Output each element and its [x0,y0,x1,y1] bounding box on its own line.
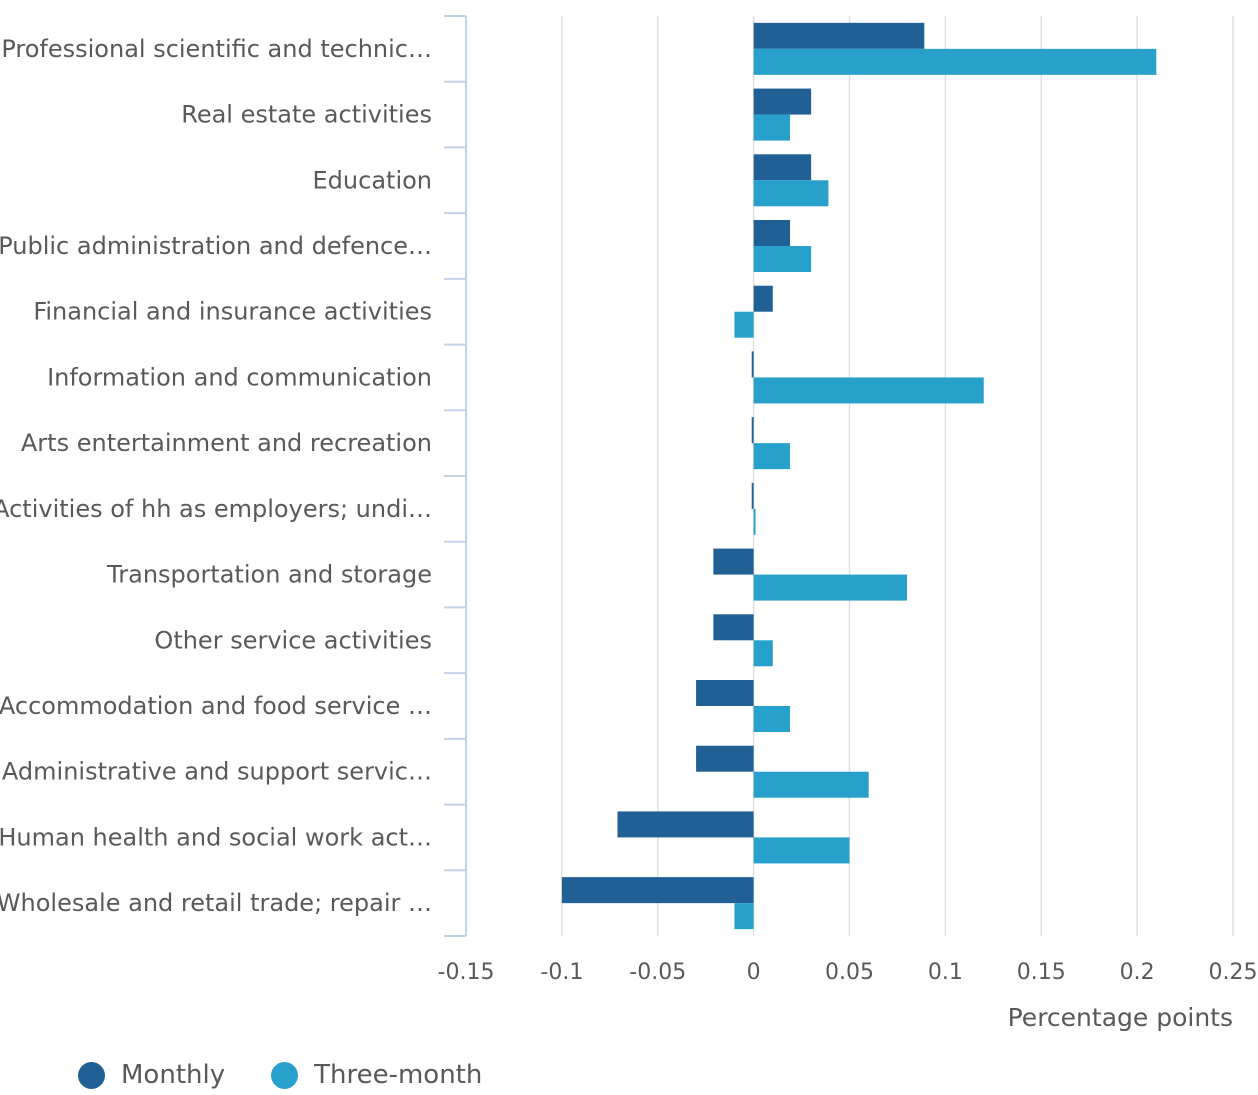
category-axis: Professional scientific and technic… Real… [0,15,467,937]
x-tick-label: 0.1 [928,960,963,985]
legend-label: Monthly [121,1060,226,1090]
category-label: Arts entertainment and recreation [21,429,432,457]
bar-three-month [753,574,908,601]
category-label: Real estate activities [181,101,432,129]
x-tick-label: 0.25 [1209,960,1258,985]
bar-three-month [753,114,791,141]
category-label: Human health and social work act… [0,823,432,851]
bar-monthly [617,811,754,838]
bar-three-month [753,706,791,732]
category-label: Activities of hh as employers; undi… [0,495,432,523]
legend-item: Monthly [78,1060,225,1090]
bar-monthly [751,482,754,509]
x-tick-label: 0.05 [825,960,874,985]
bar-monthly [753,285,773,312]
bar-monthly [753,220,791,246]
x-tick-label: -0.15 [438,960,495,985]
category-label: Transportation and storage [106,561,432,589]
category-label: Accommodation and food service … [0,692,432,720]
bar-monthly [713,548,754,575]
category-label: Wholesale and retail trade; repair … [0,889,432,917]
bar-three-month [753,771,869,798]
bar-monthly [751,417,754,444]
bar-three-month [734,903,754,930]
category-label: Professional scientific and technic… [1,35,432,63]
x-tick-label: 0 [747,960,761,985]
bar-three-month [753,48,1157,75]
bar-three-month [753,640,773,667]
x-tick-label: 0.2 [1120,960,1155,985]
legend-label: Three-month [314,1060,483,1090]
bar-three-month [753,180,829,207]
bar-monthly [696,680,754,706]
bar-monthly [753,22,925,49]
category-label: Education [313,166,432,194]
category-label: Administrative and support servic… [2,758,432,786]
bar-monthly [753,88,812,115]
gridlines [561,16,1234,936]
bar-monthly [753,154,812,181]
category-label: Other service activities [154,626,432,654]
category-label: Financial and insurance activities [33,298,432,326]
category-label: Public administration and defence… [0,232,432,260]
legend-swatch [271,1061,299,1089]
x-tick-label: 0.15 [1017,960,1066,985]
legend: Monthly Three-month [78,1060,528,1090]
x-tick-label: -0.1 [540,960,583,985]
x-tick-label: -0.05 [629,960,686,985]
bar-monthly [751,351,754,378]
category-label: Information and communication [47,363,432,391]
bar-three-month [753,377,984,404]
legend-swatch [78,1061,105,1089]
bar-monthly [696,745,754,772]
bar-three-month [753,508,756,535]
bars [561,22,1157,930]
legend-item: Three-month [271,1060,482,1090]
x-axis-title: Percentage points [1008,1003,1233,1032]
bar-monthly [561,877,754,904]
bar-three-month [753,443,791,470]
x-axis-ticks: -0.15 -0.1 -0.05 0 0.05 0.1 0.15 0.2 0.25 [438,960,1258,985]
bar-three-month [753,837,850,864]
bar-three-month [734,311,754,338]
bar-three-month [753,246,812,272]
bar-monthly [713,614,754,641]
